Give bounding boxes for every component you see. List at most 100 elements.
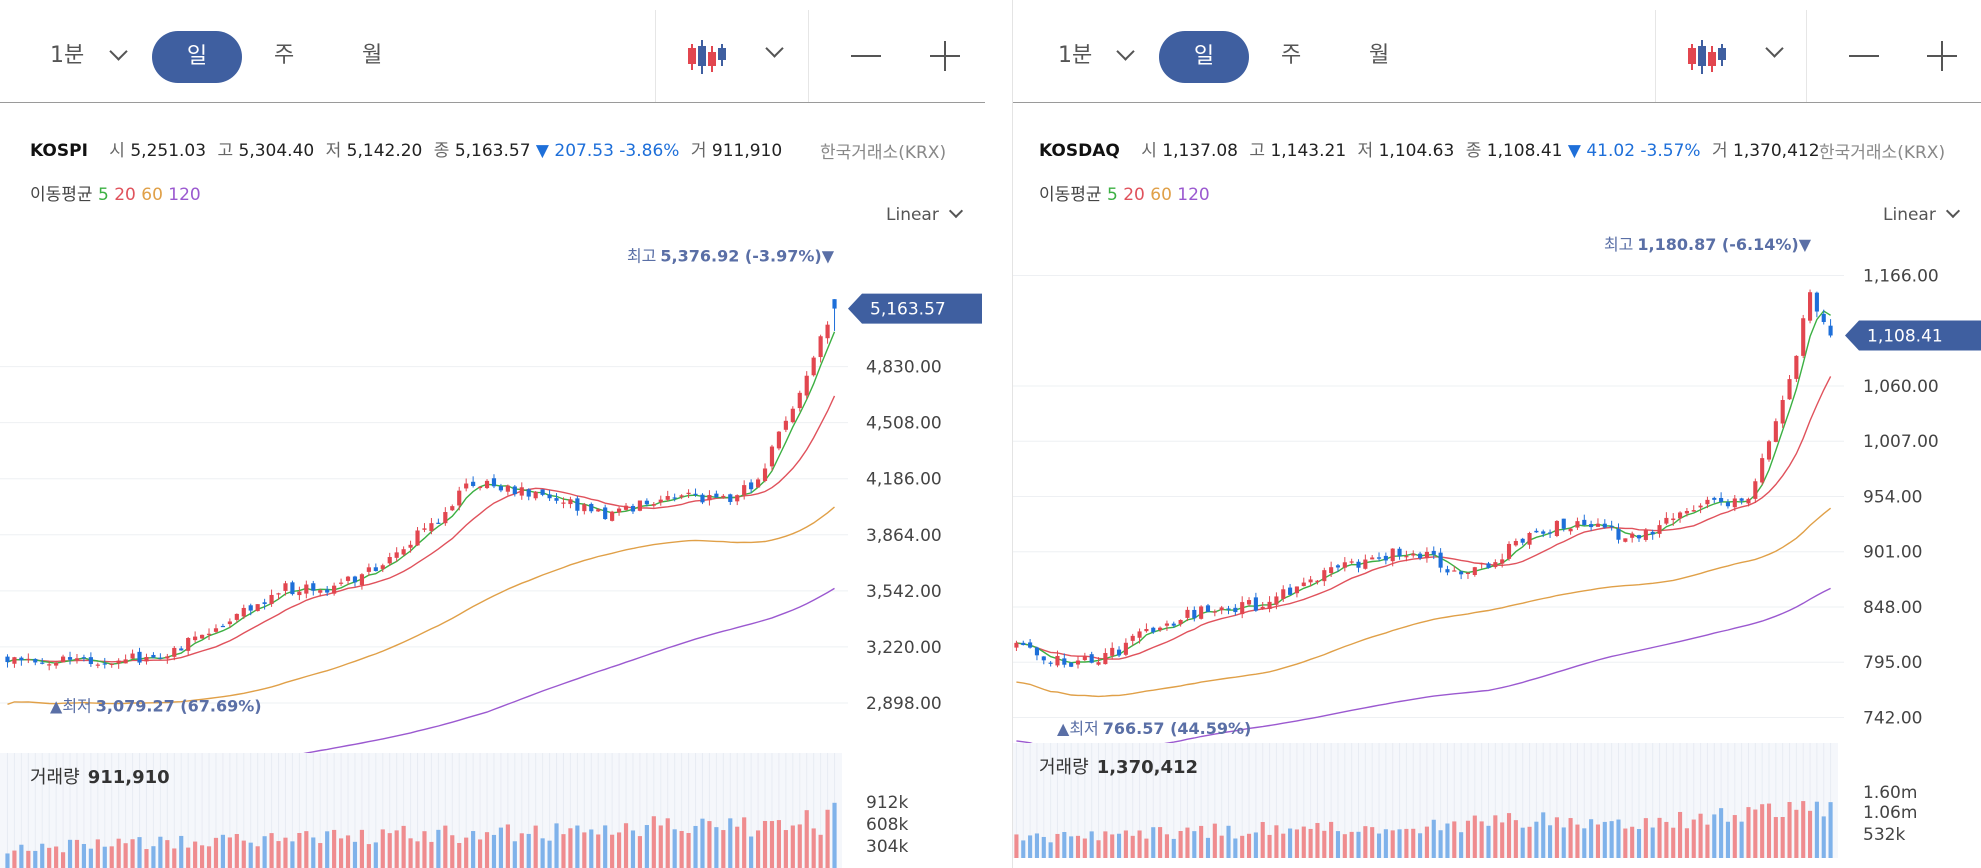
- candle[interactable]: [422, 523, 427, 533]
- candle[interactable]: [1103, 648, 1108, 665]
- candle[interactable]: [1376, 552, 1382, 562]
- interval-select[interactable]: 1분: [50, 43, 85, 68]
- candle[interactable]: [373, 563, 378, 572]
- candle[interactable]: [54, 660, 59, 669]
- candle[interactable]: [1493, 559, 1498, 569]
- zoom-out-icon[interactable]: [851, 55, 881, 57]
- candle[interactable]: [1192, 606, 1197, 622]
- candle[interactable]: [1561, 518, 1566, 532]
- candle[interactable]: [610, 510, 615, 522]
- candle[interactable]: [491, 474, 497, 489]
- candle[interactable]: [1445, 565, 1450, 576]
- zoom-in-icon[interactable]: [1941, 41, 1943, 71]
- candlestick-icon[interactable]: [686, 36, 728, 78]
- candle[interactable]: [1582, 514, 1587, 526]
- candle[interactable]: [81, 654, 87, 662]
- candle[interactable]: [728, 493, 733, 505]
- candle[interactable]: [1575, 517, 1580, 530]
- candle[interactable]: [471, 476, 476, 488]
- candle[interactable]: [1253, 592, 1258, 612]
- candle[interactable]: [1164, 620, 1169, 631]
- candle[interactable]: [1021, 640, 1026, 646]
- candle[interactable]: [1459, 570, 1464, 580]
- candle[interactable]: [352, 575, 358, 587]
- candle[interactable]: [1322, 567, 1327, 586]
- candle[interactable]: [19, 656, 24, 666]
- candle[interactable]: [387, 552, 392, 566]
- candle[interactable]: [797, 390, 802, 412]
- candle[interactable]: [1732, 494, 1737, 512]
- candle[interactable]: [519, 482, 524, 500]
- candle[interactable]: [234, 613, 239, 623]
- candle[interactable]: [1513, 538, 1518, 547]
- candle[interactable]: [533, 491, 538, 501]
- candle[interactable]: [658, 495, 663, 506]
- candle[interactable]: [1766, 439, 1772, 462]
- candle[interactable]: [464, 478, 469, 492]
- candle[interactable]: [1219, 605, 1224, 615]
- candle[interactable]: [1116, 646, 1122, 658]
- candle[interactable]: [130, 649, 135, 660]
- candle[interactable]: [1500, 553, 1505, 568]
- candle[interactable]: [5, 654, 10, 668]
- candle[interactable]: [1260, 601, 1265, 610]
- candle[interactable]: [1684, 507, 1689, 517]
- candle[interactable]: [1110, 642, 1115, 660]
- candle[interactable]: [1137, 628, 1142, 644]
- zoom-in-icon[interactable]: [944, 41, 946, 71]
- candle[interactable]: [450, 504, 455, 512]
- candle[interactable]: [721, 494, 726, 499]
- candle[interactable]: [1411, 550, 1416, 558]
- candle[interactable]: [380, 563, 385, 573]
- candle[interactable]: [1534, 528, 1539, 533]
- period-month-button[interactable]: 월: [1369, 43, 1390, 68]
- candle[interactable]: [1226, 605, 1231, 615]
- candle[interactable]: [283, 580, 288, 596]
- candle[interactable]: [325, 586, 330, 596]
- candle[interactable]: [144, 653, 149, 665]
- candle[interactable]: [241, 604, 246, 619]
- candle[interactable]: [1623, 538, 1628, 543]
- candle[interactable]: [505, 484, 510, 496]
- candle[interactable]: [1274, 592, 1279, 610]
- candle[interactable]: [1801, 314, 1806, 359]
- candle[interactable]: [818, 334, 823, 363]
- candle[interactable]: [568, 496, 573, 509]
- candle[interactable]: [1636, 534, 1642, 542]
- candle[interactable]: [40, 658, 45, 665]
- candle[interactable]: [1171, 621, 1176, 628]
- candle[interactable]: [401, 546, 406, 557]
- candle[interactable]: [1370, 555, 1375, 560]
- candle[interactable]: [700, 493, 705, 505]
- candle[interactable]: [443, 507, 448, 526]
- candle[interactable]: [102, 657, 107, 669]
- candle[interactable]: [1479, 562, 1484, 569]
- candle[interactable]: [769, 444, 775, 471]
- candle[interactable]: [1288, 583, 1293, 595]
- candle[interactable]: [742, 480, 747, 500]
- candle[interactable]: [1773, 418, 1778, 443]
- candle[interactable]: [1725, 499, 1731, 509]
- candle[interactable]: [811, 355, 816, 377]
- candle[interactable]: [1739, 497, 1744, 505]
- candle[interactable]: [582, 502, 587, 515]
- candle[interactable]: [1055, 650, 1060, 668]
- candle[interactable]: [1342, 557, 1347, 572]
- candle[interactable]: [1541, 529, 1546, 538]
- candle[interactable]: [512, 484, 517, 497]
- candle[interactable]: [1527, 531, 1532, 549]
- scale-select[interactable]: Linear: [1883, 203, 1960, 225]
- candle[interactable]: [1719, 492, 1724, 506]
- candle[interactable]: [1753, 478, 1758, 503]
- candle[interactable]: [276, 592, 281, 600]
- candle[interactable]: [1698, 503, 1703, 514]
- candle[interactable]: [116, 658, 121, 669]
- candle[interactable]: [1185, 606, 1190, 622]
- candle[interactable]: [561, 497, 566, 509]
- candle[interactable]: [123, 654, 128, 664]
- candle[interactable]: [749, 479, 754, 494]
- candle[interactable]: [1616, 523, 1621, 544]
- candle[interactable]: [67, 651, 73, 665]
- candle[interactable]: [790, 406, 795, 424]
- candlestick-icon[interactable]: [1686, 36, 1728, 78]
